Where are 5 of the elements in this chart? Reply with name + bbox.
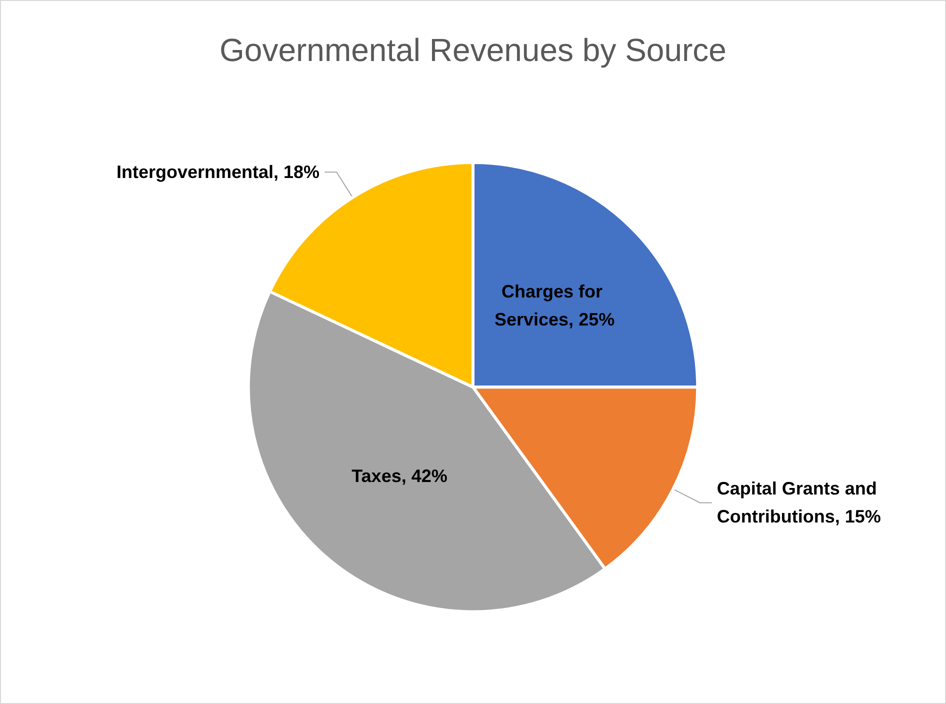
slice-label: Intergovernmental, 18% [116, 162, 320, 182]
slice-label: Charges for Services, 25% [494, 282, 615, 330]
chart-title: Governmental Revenues by Source [220, 32, 726, 68]
slice-label: Capital Grants and Contributions, 15% [716, 478, 882, 527]
slice-label: Taxes, 42% [352, 466, 448, 486]
